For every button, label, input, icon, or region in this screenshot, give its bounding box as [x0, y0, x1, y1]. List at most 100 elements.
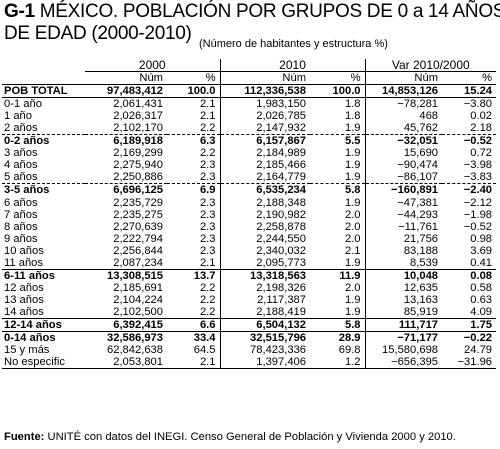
num-var-cell: 8,539: [410, 256, 439, 269]
pct-2000-cell: 2.1: [167, 110, 221, 123]
num-2010-cell: 112,336,538: [220, 84, 311, 99]
num-2000-cell: 62,842,638: [107, 344, 163, 357]
row-label: 0-1 año: [4, 98, 42, 111]
pct-2000-cell: 2.2: [167, 147, 221, 160]
num-2000-cell: 2,087,234: [113, 256, 163, 269]
pct-2010-cell: 2.0: [310, 281, 366, 294]
num-2000-cell: 2,102,170: [113, 122, 163, 135]
pct-var-cell: 24.79: [464, 344, 493, 357]
row-label: 11 años: [4, 256, 43, 269]
num-var-cell: −78,281: [397, 98, 439, 111]
row-label: 12 años: [4, 281, 44, 294]
pct-2000-cell: 2.3: [167, 208, 221, 221]
num-2000-cell: 6,189,918: [85, 134, 167, 148]
pct-var-cell: 0.98: [470, 232, 493, 245]
pct-2010-cell: 11.9: [310, 268, 366, 282]
num-var-cell: 14,853,126: [365, 84, 443, 99]
pct-var-cell: 15.24: [442, 84, 497, 99]
num-var-cell: 12,635: [403, 281, 439, 294]
num-2010-cell: 2,244,550: [256, 232, 307, 245]
num-2010-cell: 2,340,032: [256, 244, 307, 257]
row-label: 15 y más: [4, 344, 50, 357]
num-var-cell: −86,107: [397, 171, 439, 184]
num-2010-cell: 2,258,878: [256, 220, 307, 233]
pct-2000-cell: 2.2: [167, 281, 221, 294]
num-2000-cell: 97,483,412: [85, 84, 167, 99]
pct-2010-cell: 1.9: [310, 196, 366, 209]
row-label: 3 años: [4, 147, 38, 160]
pct-var-cell: 2.18: [470, 122, 493, 135]
pct-2010-cell: 100.0: [310, 84, 366, 99]
num-header: Núm: [85, 71, 167, 86]
num-2000-cell: 2,275,940: [113, 159, 163, 172]
num-var-cell: 10,048: [365, 268, 443, 282]
pct-2010-cell: 1.8: [310, 97, 366, 111]
table-row: 4 años 2,275,940 2.3 2,185,466 1.9 −90,474 −3.…: [2, 159, 496, 172]
year-header-2000: 2000: [85, 59, 221, 73]
pct-2000-cell: 64.5: [167, 344, 221, 357]
num-2010-cell: 13,318,563: [220, 268, 311, 282]
num-var-cell: −160,891: [365, 183, 443, 197]
num-2010-cell: 2,185,466: [256, 159, 307, 172]
pct-2010-cell: 5.5: [310, 134, 366, 148]
pct-var-cell: −0.22: [442, 331, 497, 345]
num-2000-cell: 2,256,844: [113, 244, 163, 257]
num-var-cell: −90,474: [397, 159, 439, 172]
pct-var-cell: 0.63: [470, 293, 493, 306]
year-header-var: Var 2010/2000: [365, 59, 497, 73]
pct-2000-cell: 2.3: [167, 159, 221, 172]
num-2010-cell: 6,535,234: [220, 183, 311, 197]
pct-var-cell: 1.75: [442, 317, 497, 332]
num-2000-cell: 2,235,275: [113, 208, 163, 221]
pct-var-cell: −2.40: [442, 183, 497, 197]
num-var-cell: −71,177: [365, 331, 443, 345]
num-var-cell: 15,580,698: [382, 344, 439, 357]
table-row: 13 años 2,104,224 2.2 2,117,387 1.9 13,163 0.6…: [2, 293, 496, 306]
pct-2010-cell: 1.9: [310, 256, 366, 270]
num-2000-cell: 6,696,125: [85, 183, 167, 197]
num-2010-cell: 1,983,150: [256, 98, 307, 111]
num-2010-cell: 6,157,867: [220, 134, 311, 148]
row-label: 10 años: [4, 244, 44, 257]
num-var-cell: −32,051: [365, 134, 443, 148]
pct-var-cell: −0.52: [442, 134, 497, 148]
num-var-cell: −656,395: [365, 356, 443, 370]
pct-2010-cell: 1.9: [310, 147, 366, 160]
num-2000-cell: 2,102,500: [113, 305, 163, 318]
num-2010-cell: 2,095,773: [256, 256, 307, 269]
pct-var-cell: 0.72: [470, 147, 493, 160]
page-title: G-1 MÉXICO. POBLACIÓN POR GRUPOS DE 0 a …: [4, 0, 500, 23]
pct-2000-cell: 100.0: [167, 84, 221, 99]
label-header: [2, 71, 85, 86]
table-row: 12-14 años 6,392,415 6.6 6,504,132 5.8 111,71…: [2, 317, 497, 332]
table-row: 8 años 2,270,639 2.3 2,258,878 2.0 −11,761 −0.…: [2, 220, 496, 233]
num-2010-cell: 32,515,796: [220, 331, 311, 345]
num-var-cell: 21,756: [403, 232, 439, 245]
pct-var-cell: −31.96: [442, 356, 497, 370]
num-2010-cell: 2,147,932: [256, 122, 307, 135]
num-2010-cell: 2,188,419: [256, 305, 307, 318]
row-label: 8 años: [4, 220, 38, 233]
table-row: 0-2 años 6,189,918 6.3 6,157,867 5.5 −32,051−…: [2, 134, 497, 148]
pct-2000-cell: 2.2: [167, 293, 221, 306]
num-2010-cell: 2,117,387: [257, 293, 307, 306]
num-var-cell: −11,761: [398, 220, 439, 233]
pct-2000-cell: 6.9: [167, 183, 221, 197]
row-label: 13 años: [4, 293, 44, 306]
table-row: 0-14 años 32,586,973 33.4 32,515,796 28.9 −71…: [2, 331, 497, 345]
row-label: 2 años: [4, 122, 38, 135]
pct-header: %: [310, 71, 366, 86]
row-label: 6-11 años: [2, 268, 85, 282]
corner-cell: [2, 59, 85, 72]
num-2000-cell: 6,392,415: [85, 317, 167, 332]
pct-2010-cell: 2.0: [310, 232, 366, 245]
table-row: 15 y más 62,842,638 64.5 78,423,336 69.8 15,5…: [2, 344, 496, 357]
row-label: 12-14 años: [2, 317, 85, 332]
num-2000-cell: 2,026,317: [113, 110, 163, 123]
source-note: Fuente: UNITÉ con datos del INEGI. Censo…: [4, 431, 456, 443]
pct-2010-cell: 5.8: [310, 317, 366, 332]
source-label: Fuente:: [4, 431, 45, 443]
row-label: 6 años: [4, 196, 38, 209]
table-row: 3-5 años 6,696,125 6.9 6,535,234 5.8 −160,891…: [2, 183, 497, 197]
pct-2000-cell: 13.7: [167, 268, 221, 282]
